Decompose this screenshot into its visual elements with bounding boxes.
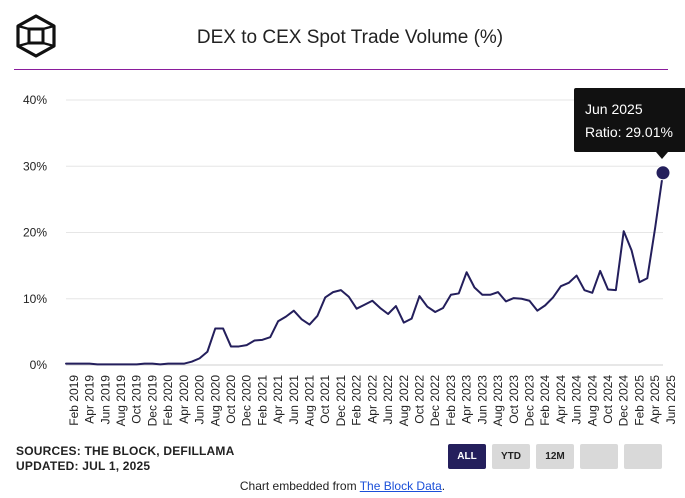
x-tick-label: Jun 2022: [381, 375, 395, 425]
range-button-group: ALL YTD 12M: [448, 444, 662, 469]
updated-text: UPDATED: JUL 1, 2025: [16, 459, 151, 473]
the-block-data-link[interactable]: The Block Data: [359, 479, 442, 493]
y-tick-label: 10%: [23, 292, 47, 306]
x-tick-label: Oct 2022: [412, 375, 426, 424]
gridlines: [66, 99, 663, 366]
range-button-all[interactable]: ALL: [448, 444, 486, 469]
x-tick-label: Oct 2024: [601, 375, 615, 424]
tooltip-ratio: Ratio: 29.01%: [585, 124, 673, 140]
range-button-12m[interactable]: 12M: [536, 444, 574, 469]
y-tick-label: 30%: [23, 159, 47, 173]
x-tick-label: Aug 2023: [491, 375, 505, 427]
x-tick-label: Apr 2021: [271, 375, 285, 424]
embed-note: Chart embedded from The Block Data.: [0, 479, 685, 493]
x-tick-label: Apr 2025: [648, 375, 662, 424]
x-tick-label: Feb 2022: [350, 375, 364, 426]
embed-suffix: .: [441, 479, 446, 493]
x-tick-label: Apr 2023: [460, 375, 474, 424]
x-tick-label: Aug 2024: [585, 375, 599, 427]
y-tick-label: 0%: [30, 358, 48, 372]
the-block-cube-logo-icon[interactable]: [14, 14, 58, 58]
x-tick-label: Oct 2021: [318, 375, 332, 424]
y-axis-ticks: 0% 10% 20% 30% 40%: [23, 93, 47, 372]
x-tick-label: Dec 2024: [617, 375, 631, 427]
x-tick-label: Oct 2023: [507, 375, 521, 424]
x-tick-label: Feb 2024: [538, 375, 552, 426]
x-tick-label: Apr 2022: [365, 375, 379, 424]
x-tick-label: Jun 2019: [98, 375, 112, 425]
x-tick-label: Dec 2022: [428, 375, 442, 427]
x-tick-label: Jun 2025: [664, 375, 678, 425]
tooltip-arrow: [656, 152, 668, 159]
x-tick-label: Oct 2019: [130, 375, 144, 424]
x-tick-label: Feb 2025: [632, 375, 646, 426]
chart-title: DEX to CEX Spot Trade Volume (%): [196, 27, 504, 48]
x-tick-label: Jun 2020: [193, 375, 207, 425]
tooltip: Jun 2025 Ratio: 29.01%: [574, 88, 685, 152]
x-tick-label: Dec 2021: [334, 375, 348, 427]
series-ratio: [65, 165, 671, 366]
x-tick-label: Apr 2019: [83, 375, 97, 424]
x-tick-label: Apr 2020: [177, 375, 191, 424]
x-tick-label: Aug 2020: [208, 375, 222, 427]
x-axis-ticks: Feb 2019 Apr 2019 Jun 2019 Aug 2019 Oct 2019…: [67, 375, 678, 427]
x-tick-label: Aug 2021: [303, 375, 317, 427]
x-tick-label: Jun 2021: [287, 375, 301, 425]
x-tick-label: Oct 2020: [224, 375, 238, 424]
y-tick-label: 20%: [23, 226, 47, 240]
range-button-ytd[interactable]: YTD: [492, 444, 530, 469]
x-tick-label: Jun 2024: [570, 375, 584, 425]
x-tick-label: Feb 2023: [444, 375, 458, 426]
x-tick-label: Aug 2022: [397, 375, 411, 427]
footer-sources: SOURCES: THE BLOCK, DEFILLAMA UPDATED: J…: [16, 444, 234, 474]
series-line-ratio: [65, 171, 664, 366]
tooltip-date: Jun 2025: [585, 101, 643, 117]
x-tick-label: Dec 2019: [145, 375, 159, 427]
range-button-blank-2[interactable]: [624, 444, 662, 469]
x-tick-label: Jun 2023: [475, 375, 489, 425]
title-divider: [14, 69, 668, 70]
x-tick-label: Feb 2021: [255, 375, 269, 426]
x-tick-label: Feb 2019: [67, 375, 81, 426]
x-tick-label: Dec 2020: [240, 375, 254, 427]
x-tick-label: Feb 2020: [161, 375, 175, 426]
sources-text: SOURCES: THE BLOCK, DEFILLAMA: [16, 444, 235, 458]
x-tick-label: Aug 2019: [114, 375, 128, 427]
y-tick-label: 40%: [23, 93, 47, 107]
x-tick-label: Apr 2024: [554, 375, 568, 424]
range-button-blank-1[interactable]: [580, 444, 618, 469]
highlight-point[interactable]: [655, 165, 671, 181]
x-tick-label: Dec 2023: [522, 375, 536, 427]
embed-prefix: Chart embedded from: [239, 479, 360, 493]
